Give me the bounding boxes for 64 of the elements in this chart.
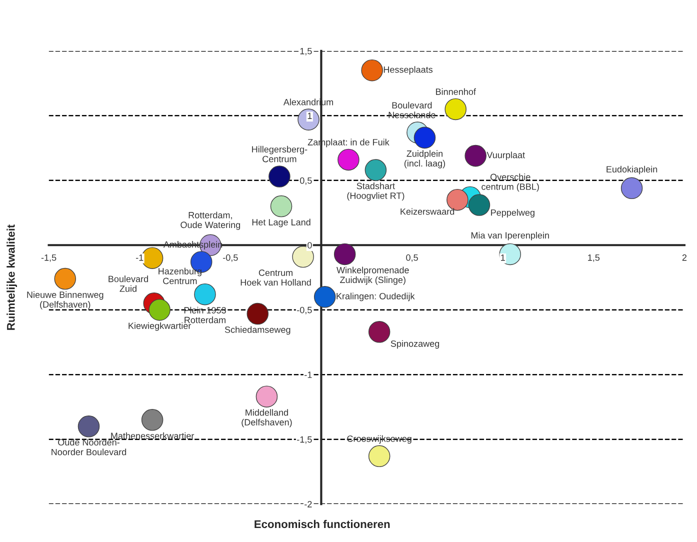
data-label: Spinozaweg xyxy=(390,340,440,349)
point xyxy=(256,386,278,408)
data-label: Centrum Hoek van Holland xyxy=(240,270,311,286)
data-label: Kralingen: Oudedijk xyxy=(336,292,415,302)
y-axis-title: Ruimtelijke kwaliteit xyxy=(6,224,18,330)
y-tick-label: -1,5 xyxy=(297,436,312,444)
data-label: Vuurplaat xyxy=(486,152,525,160)
data-label: Oude Noorden- Noorder Boulevard xyxy=(52,438,126,456)
point xyxy=(194,283,216,306)
point xyxy=(414,126,436,149)
data-label: Nieuwe Binnenweg (Delfshaven) xyxy=(27,291,104,310)
point xyxy=(444,98,466,120)
data-label: Schiedamseweg xyxy=(224,326,290,335)
y-tick-label: -2 xyxy=(304,501,312,508)
data-label: Mia van Iperenplein xyxy=(471,232,549,240)
point xyxy=(361,59,383,82)
y-tick-label: -1 xyxy=(304,372,312,378)
point xyxy=(620,177,643,200)
y-tick-label: 1,5 xyxy=(300,48,312,56)
data-label: Hazenburg Centrum xyxy=(158,268,202,284)
data-label: Boulevard Zuid xyxy=(108,276,148,292)
x-tick-label: 2 xyxy=(682,254,687,261)
x-tick-label: 1 xyxy=(501,254,505,261)
point xyxy=(268,166,290,188)
point xyxy=(368,445,390,468)
point xyxy=(270,195,292,218)
point xyxy=(54,268,76,290)
x-axis-title: Economisch functioneren xyxy=(254,520,390,528)
data-label: Hillegersberg- Centrum xyxy=(252,146,308,162)
data-label: Ambachtsplein xyxy=(163,241,222,250)
point xyxy=(246,302,269,325)
x-tick-label: -1 xyxy=(136,254,144,261)
x-tick-label: -1,5 xyxy=(41,254,56,262)
data-label: Overschie centrum (BBL) xyxy=(482,174,539,192)
data-label: Zuidplein (incl. laag) xyxy=(404,150,446,168)
data-label: Kiewiegkwartier xyxy=(128,322,192,331)
y-tick-label: 0 xyxy=(308,242,312,248)
point xyxy=(464,144,486,167)
data-label: Stadshart (Hoogvliet RT) xyxy=(347,182,404,201)
point xyxy=(368,320,390,343)
point xyxy=(468,194,490,216)
y-tick-label: 0,5 xyxy=(300,177,312,185)
data-label: Peppelweg xyxy=(491,209,534,218)
point xyxy=(314,286,336,308)
data-label: Keizerswaard xyxy=(400,208,454,215)
y-tick-label: 1 xyxy=(308,112,312,119)
x-tick-label: 0,5 xyxy=(406,254,418,262)
point xyxy=(364,159,387,181)
data-label: Eudokiaplein xyxy=(606,166,658,174)
point xyxy=(78,416,100,438)
data-label: Het Lage Land xyxy=(252,218,310,228)
point xyxy=(148,298,170,321)
y-tick-label: -0,5 xyxy=(297,306,312,314)
point xyxy=(334,243,356,266)
x-tick-label: -0,5 xyxy=(223,254,238,262)
point xyxy=(141,409,164,431)
x-tick-label: 1,5 xyxy=(588,254,600,262)
data-label: Hesseplaats xyxy=(384,66,433,75)
data-label: Middelland (Delfshaven) xyxy=(242,409,292,428)
data-label: Mathenesserkwartier xyxy=(111,432,194,440)
data-label: Binnenhof xyxy=(436,88,476,95)
data-label: Winkelpromenade Zuidwijk (Slinge) xyxy=(336,266,409,285)
data-label: Rotterdam, Oude Watering xyxy=(180,212,240,230)
point xyxy=(338,148,360,171)
